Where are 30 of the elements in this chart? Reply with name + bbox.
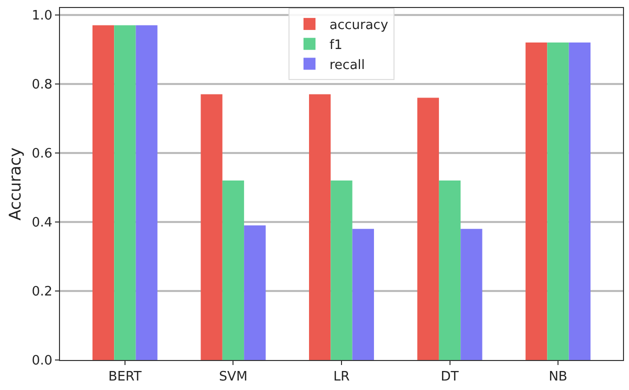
y-tick-label: 0.4 [32,216,52,231]
bar [460,228,482,360]
x-tick-label: BERT [108,370,142,385]
bar [136,25,158,360]
bar [200,94,222,360]
legend-label: f1 [330,38,342,53]
x-tick-label: NB [548,370,568,385]
y-tick-label: 0.0 [32,354,52,369]
legend-label: accuracy [330,18,388,34]
bar [309,94,331,360]
bar [222,180,244,360]
y-tick-label: 0.6 [32,146,52,162]
x-tick-label: SVM [219,370,248,385]
bar [417,98,439,360]
bar [114,25,136,360]
bar [92,25,114,360]
bar [568,42,591,360]
y-axis-title: Accuracy [6,147,25,221]
y-tick-label: 0.2 [32,284,52,300]
bar [352,228,374,360]
bar [330,180,352,360]
bar [244,225,266,360]
legend-label: recall [330,58,365,73]
y-tick-label: 0.8 [32,77,52,92]
y-tick-label: 1.0 [32,8,52,24]
bar [438,180,461,360]
bar [547,42,569,360]
x-tick-label: DT [440,370,459,385]
bar [526,42,548,360]
x-tick-label: LR [333,370,350,385]
